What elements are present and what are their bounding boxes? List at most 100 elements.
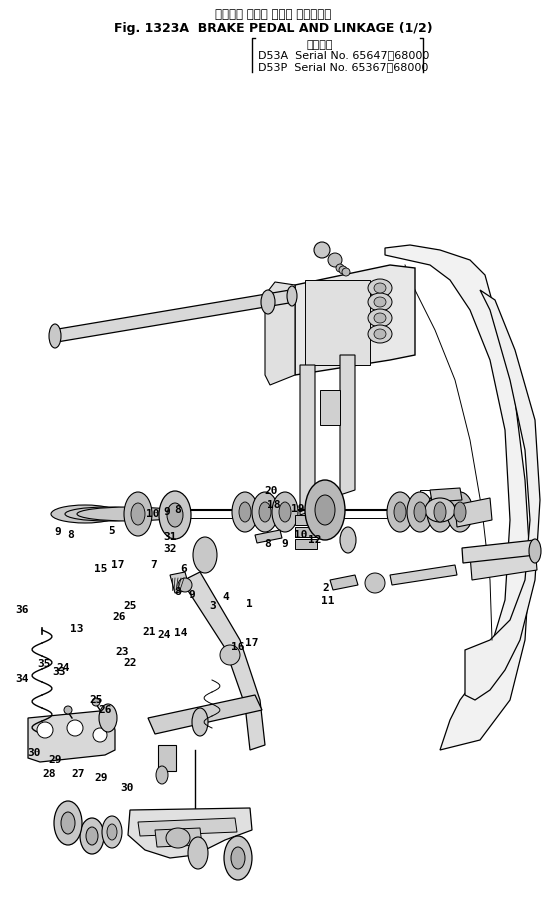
Ellipse shape bbox=[314, 242, 330, 258]
Ellipse shape bbox=[336, 264, 344, 272]
Ellipse shape bbox=[368, 293, 392, 311]
Ellipse shape bbox=[365, 573, 385, 593]
Ellipse shape bbox=[374, 297, 386, 307]
Ellipse shape bbox=[178, 578, 192, 592]
Text: 1: 1 bbox=[246, 599, 252, 609]
Ellipse shape bbox=[167, 503, 183, 527]
Polygon shape bbox=[465, 290, 540, 700]
Polygon shape bbox=[300, 365, 315, 515]
Ellipse shape bbox=[239, 502, 251, 522]
Text: 適用号機: 適用号機 bbox=[307, 40, 333, 50]
Text: 25: 25 bbox=[89, 696, 102, 705]
Text: 9: 9 bbox=[281, 540, 288, 549]
Ellipse shape bbox=[328, 253, 342, 267]
Text: 16: 16 bbox=[231, 643, 245, 652]
Ellipse shape bbox=[279, 502, 291, 522]
Text: 23: 23 bbox=[115, 647, 129, 656]
Ellipse shape bbox=[193, 537, 217, 573]
Text: 36: 36 bbox=[15, 606, 28, 615]
Ellipse shape bbox=[287, 286, 297, 306]
Ellipse shape bbox=[188, 837, 208, 869]
Ellipse shape bbox=[315, 495, 335, 525]
Ellipse shape bbox=[454, 502, 466, 522]
Ellipse shape bbox=[77, 507, 181, 521]
Polygon shape bbox=[155, 828, 202, 847]
Text: 18: 18 bbox=[267, 500, 280, 509]
Ellipse shape bbox=[86, 827, 98, 845]
Text: 8: 8 bbox=[68, 531, 74, 540]
Ellipse shape bbox=[49, 324, 61, 348]
Ellipse shape bbox=[434, 502, 446, 522]
Ellipse shape bbox=[387, 492, 413, 532]
Text: 4: 4 bbox=[223, 592, 229, 601]
Ellipse shape bbox=[342, 268, 350, 276]
Bar bbox=[295, 539, 317, 549]
Text: 11: 11 bbox=[322, 597, 335, 606]
Text: 10: 10 bbox=[147, 509, 160, 519]
Ellipse shape bbox=[368, 279, 392, 297]
Text: 9: 9 bbox=[188, 590, 195, 599]
Text: 27: 27 bbox=[72, 769, 85, 778]
Ellipse shape bbox=[92, 698, 100, 706]
Text: 35: 35 bbox=[37, 659, 50, 668]
Ellipse shape bbox=[368, 309, 392, 327]
Text: ブレーキ ペダル および リンケージ: ブレーキ ペダル および リンケージ bbox=[215, 8, 331, 21]
Text: 25: 25 bbox=[124, 601, 137, 610]
Text: D53A  Serial No. 65647～68000: D53A Serial No. 65647～68000 bbox=[258, 50, 429, 60]
Polygon shape bbox=[138, 818, 237, 836]
Ellipse shape bbox=[159, 491, 191, 539]
Polygon shape bbox=[52, 290, 295, 342]
Text: 22: 22 bbox=[124, 658, 137, 667]
Polygon shape bbox=[185, 572, 265, 750]
Text: Fig. 1323A  BRAKE PEDAL AND LINKAGE (1/2): Fig. 1323A BRAKE PEDAL AND LINKAGE (1/2) bbox=[114, 22, 432, 35]
Text: 21: 21 bbox=[143, 627, 156, 636]
Bar bbox=[320, 390, 340, 425]
Text: 5: 5 bbox=[109, 526, 115, 535]
Text: 29: 29 bbox=[48, 756, 61, 765]
Ellipse shape bbox=[166, 828, 190, 848]
Ellipse shape bbox=[54, 801, 82, 845]
Ellipse shape bbox=[340, 527, 356, 553]
Ellipse shape bbox=[156, 766, 168, 784]
Text: 28: 28 bbox=[43, 769, 56, 778]
Ellipse shape bbox=[425, 498, 455, 522]
Ellipse shape bbox=[407, 492, 433, 532]
Text: 17: 17 bbox=[111, 560, 124, 569]
Text: 32: 32 bbox=[163, 544, 176, 554]
Text: D53P  Serial No. 65367～68000: D53P Serial No. 65367～68000 bbox=[258, 62, 428, 72]
Polygon shape bbox=[265, 282, 295, 385]
Ellipse shape bbox=[414, 502, 426, 522]
Text: 6: 6 bbox=[180, 565, 187, 574]
Polygon shape bbox=[340, 355, 355, 495]
Polygon shape bbox=[430, 488, 462, 502]
Bar bbox=[295, 527, 317, 537]
Ellipse shape bbox=[374, 313, 386, 323]
Polygon shape bbox=[462, 540, 536, 563]
Ellipse shape bbox=[107, 824, 117, 840]
Text: 30: 30 bbox=[27, 748, 40, 757]
Text: 8: 8 bbox=[265, 540, 271, 549]
Text: 9: 9 bbox=[54, 528, 61, 537]
Polygon shape bbox=[255, 530, 282, 543]
Ellipse shape bbox=[102, 816, 122, 848]
Bar bbox=[295, 515, 317, 525]
Ellipse shape bbox=[224, 836, 252, 880]
Ellipse shape bbox=[529, 539, 541, 563]
Ellipse shape bbox=[67, 720, 83, 736]
Ellipse shape bbox=[374, 329, 386, 339]
Text: 26: 26 bbox=[113, 612, 126, 621]
Text: 29: 29 bbox=[95, 774, 108, 783]
Ellipse shape bbox=[64, 706, 72, 714]
Ellipse shape bbox=[252, 492, 278, 532]
Ellipse shape bbox=[368, 325, 392, 343]
Ellipse shape bbox=[427, 492, 453, 532]
Text: 31: 31 bbox=[163, 532, 176, 542]
Polygon shape bbox=[470, 545, 537, 580]
Polygon shape bbox=[295, 265, 415, 375]
Polygon shape bbox=[28, 710, 115, 762]
Ellipse shape bbox=[99, 704, 117, 732]
Ellipse shape bbox=[61, 812, 75, 834]
Text: 33: 33 bbox=[53, 667, 66, 677]
Ellipse shape bbox=[51, 505, 119, 523]
Text: 12: 12 bbox=[308, 535, 321, 544]
